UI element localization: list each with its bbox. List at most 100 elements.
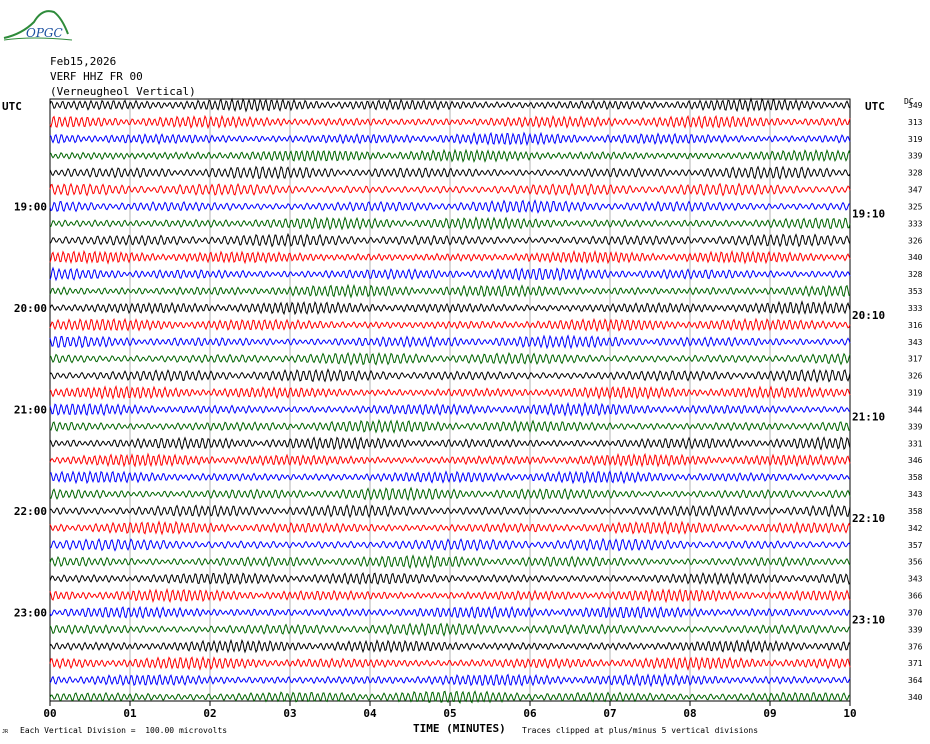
x-tick-label: 09 [763, 707, 776, 720]
x-tick-label: 00 [43, 707, 56, 720]
x-tick-label: 07 [603, 707, 616, 720]
utc-right-label: UTC [865, 100, 885, 113]
dc-offset-label: 347 [908, 186, 923, 195]
dc-offset-label: 353 [908, 287, 923, 296]
dc-offset-label: 340 [908, 253, 923, 262]
dc-offset-label: 376 [908, 642, 923, 651]
chart-location: (Verneugheol Vertical) [50, 85, 196, 98]
seismic-trace [49, 199, 851, 214]
time-label-left: 22:00 [14, 505, 47, 518]
dc-offset-label: 344 [908, 405, 923, 414]
dc-offset-label: 343 [908, 575, 923, 584]
dc-offset-label: 364 [908, 676, 923, 685]
seismic-trace [49, 401, 851, 417]
dc-offset-label: 358 [908, 507, 923, 516]
seismic-trace [49, 97, 851, 113]
x-tick-label: 05 [443, 707, 456, 720]
time-label-right: 23:10 [852, 613, 885, 626]
seismic-trace [49, 182, 851, 197]
dc-offset-label: 343 [908, 490, 923, 499]
seismic-trace [49, 605, 851, 620]
dc-offset-label: 343 [908, 338, 923, 347]
seismic-trace [49, 114, 851, 130]
dc-offset-label: 313 [908, 118, 923, 127]
seismic-trace [49, 638, 851, 654]
seismic-trace [49, 300, 851, 316]
dc-offset-label: 328 [908, 270, 923, 279]
time-label-right: 22:10 [852, 512, 885, 525]
seismic-trace [49, 622, 851, 637]
time-label-left: 23:00 [14, 606, 47, 619]
seismic-trace [49, 436, 851, 451]
dc-offset-label: 370 [908, 608, 923, 617]
x-tick-label: 08 [683, 707, 696, 720]
seismic-trace [49, 655, 851, 671]
seismic-trace [49, 470, 851, 485]
seismic-trace [49, 283, 851, 299]
dc-offset-label: 333 [908, 304, 923, 313]
dc-offset-label: 325 [908, 202, 923, 211]
seismic-trace [49, 249, 851, 265]
clip-note: Traces clipped at plus/minus 5 vertical … [522, 726, 759, 735]
chart-station: VERF HHZ FR 00 [50, 70, 143, 83]
time-label-left: 20:00 [14, 302, 47, 315]
mountain-logo-icon [3, 10, 73, 41]
seismic-trace [49, 317, 851, 333]
seismic-trace [49, 486, 851, 502]
seismic-trace [49, 232, 851, 248]
dc-offset-label: 346 [908, 456, 923, 465]
opgc-logo: OPGC [2, 4, 74, 44]
time-label-left: 21:00 [14, 403, 47, 416]
seismic-trace [49, 216, 851, 231]
dc-offset-label: 326 [908, 372, 923, 381]
dc-offset-label: 339 [908, 625, 923, 634]
dc-offset-label: 328 [908, 169, 923, 178]
time-label-left: 19:00 [14, 200, 47, 213]
dc-offset-label: 356 [908, 558, 923, 567]
dc-offset-label: 339 [908, 152, 923, 161]
chart-date: Feb15,2026 [50, 55, 117, 68]
dc-offset-label: 319 [908, 135, 923, 144]
dc-offset-label: 333 [908, 219, 923, 228]
dc-offset-label: 331 [908, 439, 923, 448]
seismic-trace [49, 537, 851, 552]
dc-offset-label: 342 [908, 524, 923, 533]
x-tick-label: 04 [363, 707, 377, 720]
seismic-trace [49, 418, 851, 434]
seismic-trace [49, 571, 851, 586]
x-tick-label: 01 [123, 707, 137, 720]
utc-left-label: UTC [2, 100, 22, 113]
seismic-trace [49, 334, 851, 350]
seismic-trace [49, 131, 851, 147]
dc-offset-label: 358 [908, 473, 923, 482]
seismic-trace [49, 452, 851, 468]
dc-offset-label: 326 [908, 236, 923, 245]
x-tick-label: 06 [523, 707, 537, 720]
logo-text: OPGC [26, 26, 63, 40]
scale-note: Each Vertical Division = 100.00 microvol… [20, 726, 228, 735]
dc-offset-label: 371 [908, 659, 923, 668]
seismic-trace [49, 351, 851, 366]
x-tick-label: 03 [283, 707, 296, 720]
dc-offset-label: 339 [908, 422, 923, 431]
corner-mark: JR [2, 729, 9, 735]
time-label-right: 20:10 [852, 309, 885, 322]
seismic-trace [49, 673, 851, 688]
seismic-trace [49, 520, 851, 536]
seismic-trace [49, 385, 851, 400]
x-tick-label: 10 [843, 707, 856, 720]
seismic-trace [49, 266, 851, 282]
dc-offset-label: 357 [908, 541, 923, 550]
seismic-trace [49, 554, 851, 570]
seismic-trace [49, 148, 851, 164]
seismic-trace [49, 504, 851, 519]
dc-offset-label: 316 [908, 321, 923, 330]
x-tick-label: 02 [203, 707, 216, 720]
dc-offset-label: 366 [908, 592, 923, 601]
dc-offset-label: 317 [908, 355, 923, 364]
seismic-trace [49, 690, 851, 704]
seismic-trace [49, 368, 851, 384]
time-label-right: 19:10 [852, 207, 885, 220]
x-axis-label: TIME (MINUTES) [413, 722, 506, 735]
